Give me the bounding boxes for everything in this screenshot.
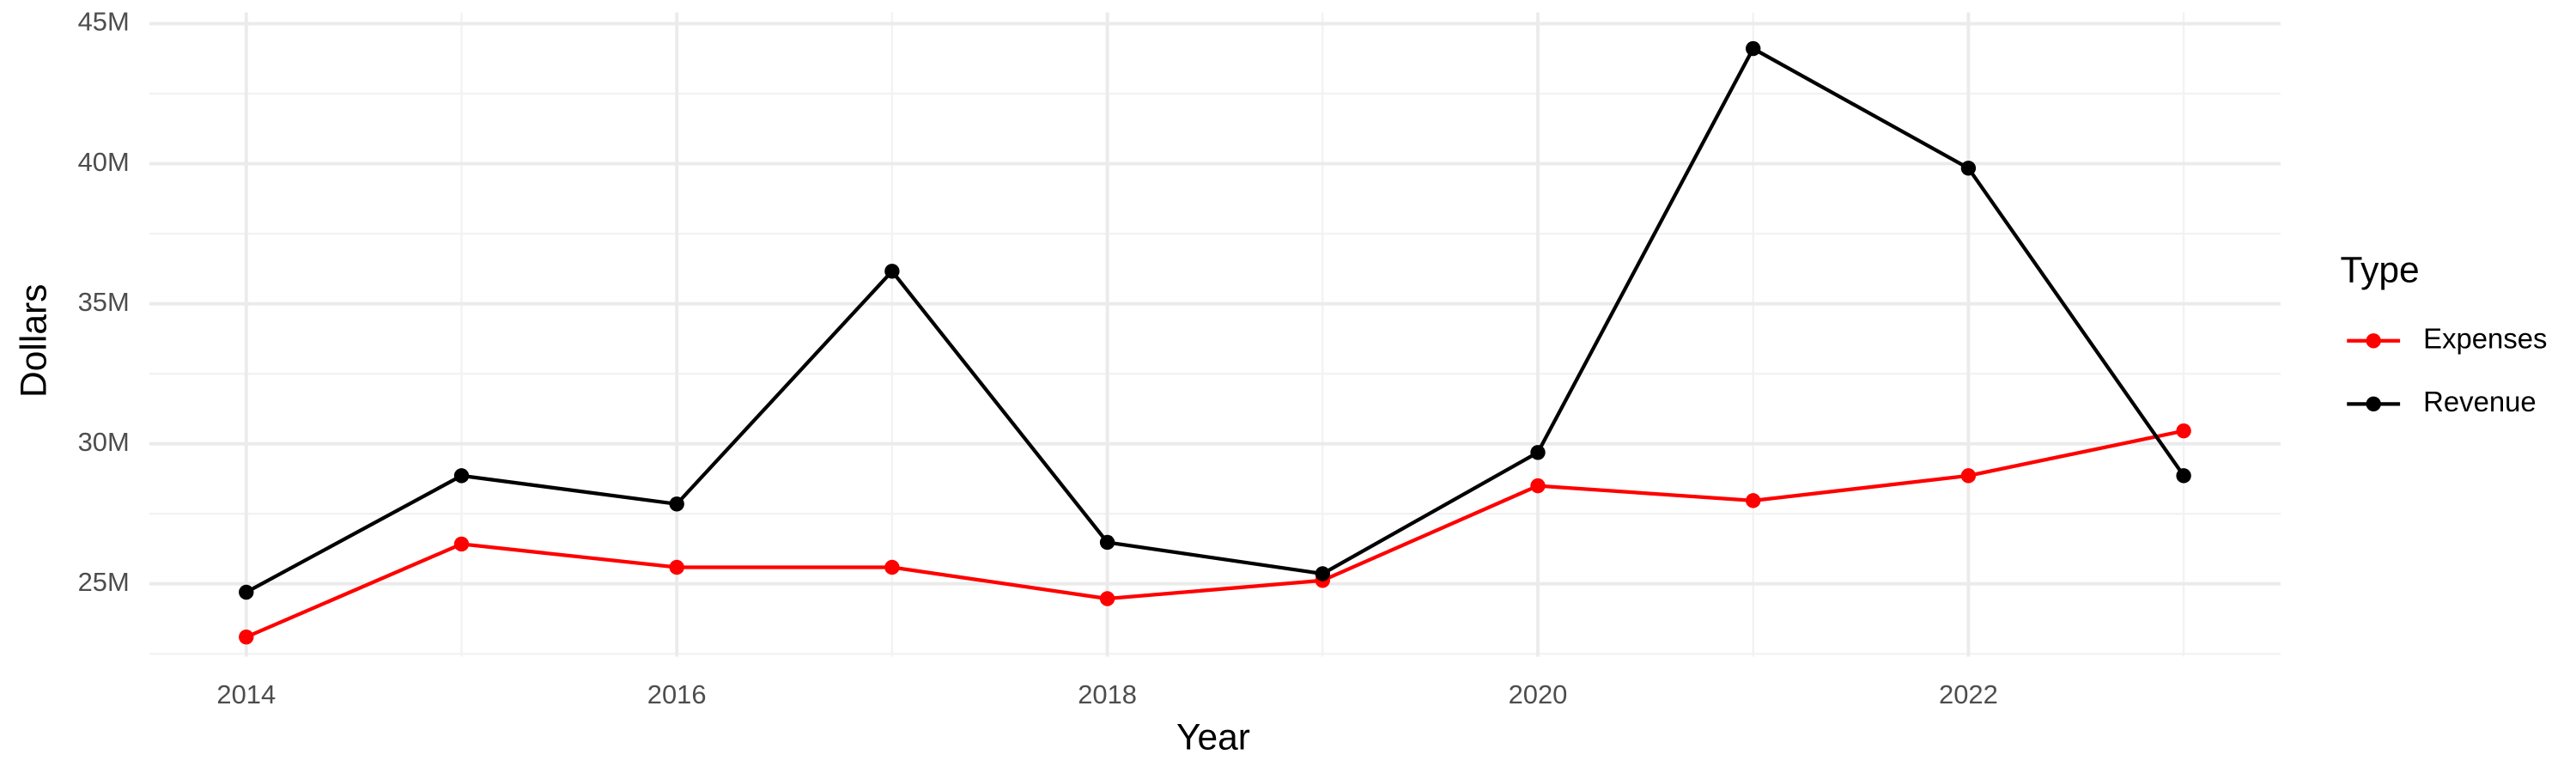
x-tick-label: 2020 bbox=[1509, 679, 1568, 709]
y-axis-title: Dollars bbox=[14, 284, 55, 398]
data-point bbox=[453, 536, 470, 552]
x-tick-label: 2016 bbox=[647, 679, 707, 709]
legend-label: Expenses bbox=[2423, 322, 2547, 354]
data-point bbox=[669, 559, 684, 575]
series-line bbox=[245, 46, 2185, 594]
y-tick-label: 45M bbox=[78, 7, 130, 37]
legend-key bbox=[2366, 333, 2381, 349]
data-point bbox=[1099, 591, 1115, 606]
data-point bbox=[2176, 423, 2191, 439]
y-tick-label: 35M bbox=[78, 287, 130, 317]
legend-key bbox=[2366, 396, 2381, 412]
legend-title: Type bbox=[2341, 250, 2420, 291]
data-point bbox=[2176, 468, 2191, 484]
data-point bbox=[1530, 445, 1546, 460]
data-point bbox=[884, 264, 900, 279]
data-point bbox=[669, 496, 684, 512]
y-tick-label: 30M bbox=[78, 427, 130, 457]
data-point bbox=[1099, 534, 1115, 551]
data-point bbox=[1746, 493, 1761, 508]
x-tick-label: 2014 bbox=[216, 679, 276, 709]
data-point bbox=[453, 468, 470, 484]
data-point bbox=[239, 629, 254, 645]
series-line bbox=[245, 429, 2184, 639]
data-point bbox=[1530, 478, 1546, 494]
x-axis-title: Year bbox=[1176, 717, 1250, 758]
x-tick-label: 2018 bbox=[1078, 679, 1137, 709]
legend-label: Revenue bbox=[2423, 386, 2537, 417]
y-tick-label: 40M bbox=[78, 147, 130, 177]
data-point bbox=[884, 559, 900, 575]
data-point bbox=[1960, 161, 1977, 176]
data-point bbox=[1960, 468, 1977, 484]
y-tick-label: 25M bbox=[78, 567, 130, 597]
data-point bbox=[239, 584, 254, 600]
data-point bbox=[1746, 40, 1761, 57]
data-point bbox=[1315, 566, 1330, 581]
x-tick-label: 2022 bbox=[1939, 679, 1998, 709]
